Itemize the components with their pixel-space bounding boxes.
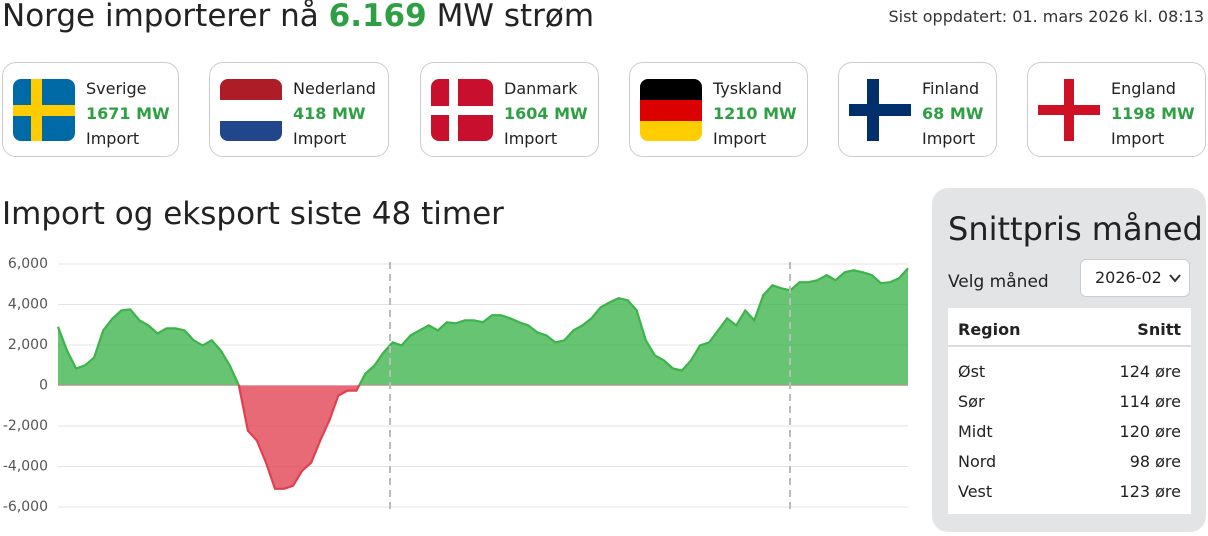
y-tick-label: 4,000	[8, 297, 48, 313]
card-text: Danmark 1604 MW Import	[504, 76, 588, 151]
country-card[interactable]: Danmark 1604 MW Import	[420, 62, 599, 157]
flag	[220, 79, 282, 141]
table-row: Vest 123 øre	[948, 475, 1191, 505]
selected-month: 2026-02	[1095, 268, 1162, 287]
table-cell: 98 øre	[1129, 451, 1181, 471]
flag	[1038, 79, 1100, 141]
chart-title: Import og eksport siste 48 timer	[2, 196, 504, 232]
country-name: England	[1111, 79, 1176, 98]
table-row: Øst 124 øre	[948, 346, 1191, 385]
y-tick-label: 6,000	[8, 256, 48, 272]
amount: 418 MW	[293, 104, 366, 123]
table-cell: Vest	[958, 481, 993, 501]
chart: 6,000 4,000 2,000 0 -2,000 -4,000 -6,000	[3, 256, 909, 515]
area	[58, 385, 908, 489]
title-value: 6.169	[328, 0, 427, 34]
table-cell: 120 øre	[1119, 421, 1181, 441]
direction: Import	[293, 129, 347, 148]
country-name: Tyskland	[713, 79, 782, 98]
direction: Import	[922, 129, 976, 148]
header-cell: Snitt	[1070, 308, 1191, 347]
card-text: Sverige 1671 MW Import	[86, 76, 170, 151]
sidebar: Snittpris måned Velg måned 2026-02 Regio…	[932, 188, 1206, 532]
amount: 68 MW	[922, 104, 984, 123]
table-row: Sør 114 øre	[948, 385, 1191, 415]
direction: Import	[504, 129, 558, 148]
country-name: Danmark	[504, 79, 578, 98]
chevron	[1169, 274, 1181, 283]
amount: 1198 MW	[1111, 104, 1195, 123]
table-cell: 114 øre	[1119, 391, 1181, 411]
country-name: Nederland	[293, 79, 376, 98]
header-row: Region Snitt	[948, 308, 1191, 347]
title-suffix: MW strøm	[436, 0, 595, 34]
line	[56, 267, 909, 385]
country-card[interactable]: Tyskland 1210 MW Import	[629, 62, 808, 157]
flag	[640, 79, 702, 141]
table-cell: Midt	[958, 421, 993, 441]
table-cell: 123 øre	[1119, 481, 1181, 501]
flag	[849, 79, 911, 141]
amount: 1604 MW	[504, 104, 588, 123]
table-row: Midt 120 øre	[948, 415, 1191, 445]
flag	[13, 79, 75, 141]
card-text: Finland 68 MW Import	[922, 76, 983, 151]
direction: Import	[1111, 129, 1165, 148]
plot	[56, 267, 909, 490]
y-tick-label: -4,000	[3, 459, 48, 475]
table-cell: 124 øre	[1119, 361, 1181, 381]
country-card[interactable]: England 1198 MW Import	[1027, 62, 1206, 157]
flag	[431, 79, 493, 141]
amount: 1210 MW	[713, 104, 797, 123]
table-cell: Øst	[958, 361, 986, 381]
select-label: Velg måned	[948, 272, 1049, 292]
country-name: Finland	[922, 79, 980, 98]
y-tick-label: 0	[39, 378, 48, 394]
country-card[interactable]: Finland 68 MW Import	[838, 62, 997, 157]
card-text: Tyskland 1210 MW Import	[713, 76, 797, 151]
direction: Import	[86, 129, 140, 148]
area	[58, 268, 908, 385]
month-select[interactable]: 2026-02	[1080, 259, 1190, 297]
table-cell: Sør	[958, 391, 985, 411]
table: Region Snitt Øst 124 øre Sør 114 øre Midt 120 …	[948, 308, 1191, 505]
card-text: England 1198 MW Import	[1111, 76, 1195, 151]
price-table: Region Snitt Øst 124 øre Sør 114 øre Midt 120 …	[948, 308, 1191, 514]
updated: Sist oppdatert: 01. mars 2026 kl. 08:13	[888, 7, 1204, 26]
y-tick-label: -6,000	[3, 499, 48, 515]
card-text: Nederland 418 MW Import	[293, 76, 376, 151]
sidebar-title: Snittpris måned	[948, 210, 1203, 248]
y-tick-label: 2,000	[8, 337, 48, 353]
y-tick-label: -2,000	[3, 418, 48, 434]
country-card[interactable]: Sverige 1671 MW Import	[2, 62, 179, 157]
table-row: Nord 98 øre	[948, 445, 1191, 475]
direction: Import	[713, 129, 767, 148]
amount: 1671 MW	[86, 104, 170, 123]
country-name: Sverige	[86, 79, 147, 98]
header-cell: Region	[948, 308, 1071, 347]
page-title: Norge importerer nå 6.169 MW strøm	[2, 0, 594, 34]
table-cell: Nord	[958, 451, 997, 471]
title-prefix: Norge importerer nå	[2, 0, 319, 34]
country-card[interactable]: Nederland 418 MW Import	[209, 62, 389, 157]
